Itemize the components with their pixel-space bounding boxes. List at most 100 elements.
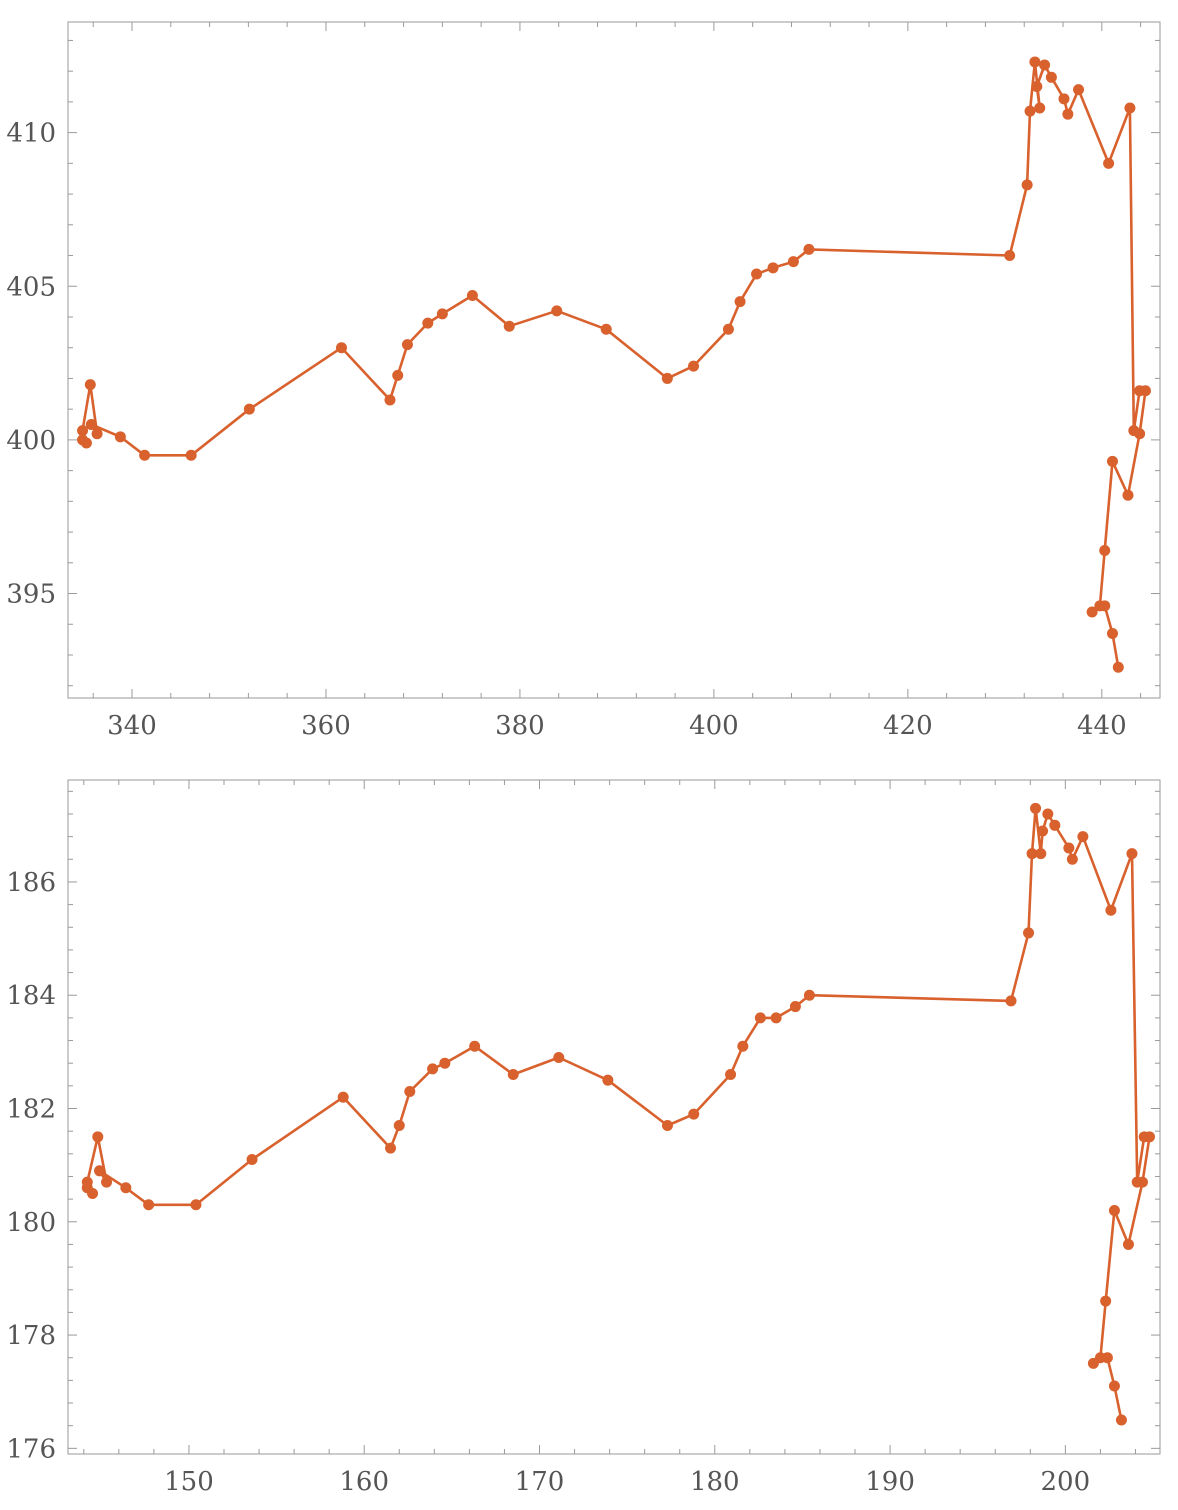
data-point [1099, 600, 1111, 612]
data-point [1101, 1352, 1113, 1364]
data-point [661, 372, 673, 384]
chart-bottom: 150 160 170 180 190 200 176 178 180 182 184 186 [6, 779, 1161, 1497]
data-point [439, 1057, 451, 1069]
data-point [1034, 102, 1046, 114]
data-point [185, 449, 197, 461]
data-point [1126, 848, 1138, 860]
data-point [1143, 1131, 1155, 1143]
data-point [1139, 385, 1151, 397]
x-tick-label: 200 [1041, 1467, 1091, 1497]
data-point [751, 268, 763, 280]
data-point [503, 320, 515, 332]
data-point [1077, 831, 1089, 843]
data-point [1039, 59, 1051, 71]
x-tick-label: 360 [301, 711, 351, 741]
data-point [1103, 157, 1115, 169]
data-point [1030, 802, 1042, 814]
data-point [1023, 927, 1035, 939]
data-point [469, 1040, 481, 1052]
data-point [553, 1052, 565, 1064]
y-tick-label: 176 [6, 1434, 56, 1464]
data-point [1136, 1176, 1148, 1188]
data-point [1106, 627, 1118, 639]
data-point [190, 1199, 202, 1211]
data-point [384, 394, 396, 406]
data-point [385, 1142, 397, 1154]
data-point [401, 339, 413, 351]
data-point [1005, 995, 1017, 1007]
data-point [1073, 84, 1085, 96]
y-tick-label: 405 [6, 272, 56, 302]
data-point [1004, 250, 1016, 262]
x-tick-label: 160 [339, 1467, 389, 1497]
y-tick-label: 186 [6, 868, 56, 898]
y-tick-label: 178 [6, 1321, 56, 1351]
series-line [86, 806, 1151, 1421]
x-tick-label: 420 [883, 711, 933, 741]
data-point [1024, 105, 1036, 117]
data-point [81, 1176, 93, 1188]
data-point [1029, 56, 1041, 68]
data-point [725, 1069, 737, 1081]
y-tick-label: 180 [6, 1208, 56, 1238]
data-point [436, 308, 448, 320]
data-point [1134, 428, 1146, 440]
data-point [1115, 1414, 1127, 1426]
x-tick-label: 440 [1077, 711, 1127, 741]
data-point [404, 1086, 416, 1098]
y-tick-label: 184 [6, 981, 56, 1011]
data-point [767, 262, 779, 274]
x-tick-label: 180 [690, 1467, 740, 1497]
data-point [602, 1074, 614, 1086]
data-point [600, 323, 612, 335]
data-point [1099, 545, 1111, 557]
data-point [335, 342, 347, 354]
data-point [1066, 853, 1078, 865]
x-tick-label: 190 [865, 1467, 915, 1497]
data-point [1062, 108, 1074, 120]
x-tick-label: 340 [107, 711, 157, 741]
data-point [392, 369, 404, 381]
data-point [1045, 71, 1057, 83]
data-point [722, 323, 734, 335]
data-point [688, 360, 700, 372]
x-tick-label: 400 [689, 711, 739, 741]
data-point [120, 1182, 132, 1194]
data-point [1108, 1204, 1120, 1216]
data-point [1087, 1357, 1099, 1369]
data-point [246, 1153, 258, 1165]
data-point [770, 1012, 782, 1024]
data-point [87, 1187, 99, 1199]
data-point [84, 379, 96, 391]
data-point [114, 431, 126, 443]
x-tick-label: 150 [164, 1467, 214, 1497]
data-point [789, 1001, 801, 1013]
data-point [661, 1119, 673, 1131]
data-point [1105, 904, 1117, 916]
data-point [393, 1119, 405, 1131]
data-point [422, 317, 434, 329]
data-point [1122, 1238, 1134, 1250]
chart-top: 340 360 380 400 420 440 395 400 405 410 [6, 21, 1161, 741]
data-point [803, 243, 815, 255]
plot-frame [67, 779, 1161, 1455]
data-point [734, 296, 746, 308]
data-point [688, 1108, 700, 1120]
y-tick-label: 410 [6, 119, 56, 149]
data-point [1026, 848, 1038, 860]
data-point [143, 1199, 155, 1211]
data-point [1086, 606, 1098, 618]
series-line [81, 60, 1147, 668]
data-point [737, 1040, 749, 1052]
data-point [139, 449, 151, 461]
data-point [243, 403, 255, 415]
data-point [80, 437, 92, 449]
data-point [507, 1069, 519, 1081]
data-point [787, 256, 799, 268]
data-point [1063, 842, 1075, 854]
data-point [1112, 661, 1124, 673]
data-point [101, 1176, 113, 1188]
data-point [466, 289, 478, 301]
y-tick-label: 395 [6, 580, 56, 610]
data-point [77, 425, 89, 437]
